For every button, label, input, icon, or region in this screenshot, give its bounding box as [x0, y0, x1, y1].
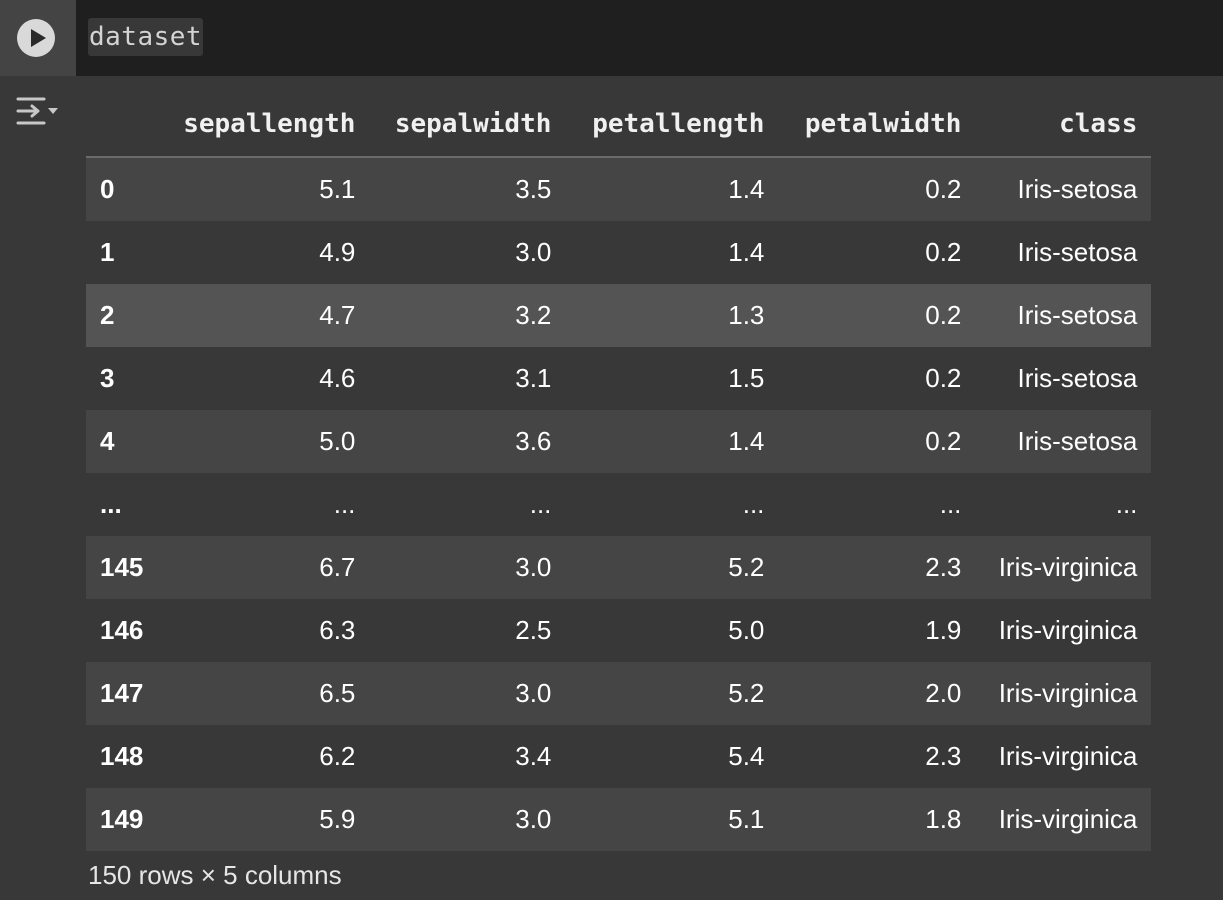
row-index: 147	[100, 678, 144, 708]
table-cell: Iris-setosa	[1017, 363, 1138, 393]
table-cell: ...	[333, 489, 356, 519]
table-cell: 2.5	[515, 615, 552, 645]
table-cell: 3.6	[515, 426, 552, 456]
cell-gutter	[0, 0, 76, 76]
table-cell: 2.3	[925, 552, 962, 582]
table-cell: ...	[529, 489, 552, 519]
table-cell: 3.1	[515, 363, 552, 393]
table-cell: 3.5	[515, 174, 552, 204]
table-cell: 3.0	[515, 237, 552, 267]
table-cell: 5.0	[319, 426, 356, 456]
table-cell: 4.9	[319, 237, 356, 267]
table-row: 146 6.3 2.5 5.0 1.9 Iris-virginica	[86, 599, 1151, 662]
table-cell: 1.4	[728, 237, 765, 267]
dataframe-shape-caption: 150 rows × 5 columns	[88, 860, 342, 890]
table-cell: Iris-virginica	[998, 741, 1138, 771]
table-cell: 0.2	[925, 426, 962, 456]
table-cell: Iris-setosa	[1017, 174, 1138, 204]
table-cell: 1.5	[728, 363, 765, 393]
table-cell: ...	[742, 489, 765, 519]
table-row: 2 4.7 3.2 1.3 0.2 Iris-setosa	[86, 284, 1152, 347]
row-index: 0	[100, 174, 115, 204]
table-cell: 1.8	[925, 804, 962, 834]
table-row: 148 6.2 3.4 5.4 2.3 Iris-virginica	[86, 725, 1151, 788]
table-cell: 0.2	[925, 300, 962, 330]
column-header: petalwidth	[778, 92, 976, 158]
table-cell: Iris-setosa	[1017, 237, 1138, 267]
dataframe-output: sepallength sepalwidth petallength petal…	[86, 92, 1152, 851]
row-index: 146	[100, 615, 144, 645]
table-cell: 1.4	[728, 174, 765, 204]
column-header: class	[975, 92, 1152, 158]
row-index: 149	[100, 804, 144, 834]
index-header	[86, 92, 158, 158]
table-cell: 6.2	[319, 741, 356, 771]
row-index: 148	[100, 741, 144, 771]
row-index: 3	[100, 363, 115, 393]
row-index: 2	[100, 300, 115, 330]
table-cell: 3.0	[515, 552, 552, 582]
table-header-row: sepallength sepalwidth petallength petal…	[86, 92, 1152, 158]
column-header: petallength	[565, 92, 779, 158]
table-cell: 6.3	[319, 615, 356, 645]
table-cell: 5.2	[728, 678, 765, 708]
table-cell: Iris-setosa	[1017, 426, 1138, 456]
output-toggle-button[interactable]	[14, 92, 62, 130]
table-cell: 4.6	[319, 363, 356, 393]
table-cell: 5.4	[728, 741, 765, 771]
table-cell: 0.2	[925, 363, 962, 393]
dataframe-table: sepallength sepalwidth petallength petal…	[86, 92, 1152, 851]
table-row: 147 6.5 3.0 5.2 2.0 Iris-virginica	[86, 662, 1152, 725]
row-index: 145	[100, 552, 144, 582]
output-toggle-icon	[16, 97, 58, 125]
table-cell: 1.3	[728, 300, 765, 330]
table-row: 4 5.0 3.6 1.4 0.2 Iris-setosa	[86, 410, 1152, 473]
table-cell: 3.2	[515, 300, 552, 330]
row-index: 1	[100, 237, 115, 267]
table-cell: Iris-setosa	[1017, 300, 1138, 330]
table-cell: 4.7	[319, 300, 356, 330]
table-cell: 0.2	[925, 174, 962, 204]
table-cell: 2.0	[925, 678, 962, 708]
table-row: 0 5.1 3.5 1.4 0.2 Iris-setosa	[86, 157, 1152, 221]
table-row: 149 5.9 3.0 5.1 1.8 Iris-virginica	[86, 788, 1152, 851]
column-header: sepallength	[157, 92, 370, 158]
table-row: 3 4.6 3.1 1.5 0.2 Iris-setosa	[86, 347, 1151, 410]
table-cell: Iris-virginica	[998, 804, 1138, 834]
table-cell: 6.7	[319, 552, 356, 582]
table-cell: 6.5	[319, 678, 356, 708]
table-cell: 3.0	[515, 804, 552, 834]
table-cell: Iris-virginica	[998, 615, 1138, 645]
run-cell-button[interactable]	[17, 19, 55, 57]
table-cell: 3.4	[515, 741, 552, 771]
table-row-ellipsis: ... ... ... ... ... ...	[86, 473, 1151, 536]
play-icon	[31, 29, 46, 47]
table-cell: Iris-virginica	[998, 678, 1138, 708]
table-cell: ...	[939, 489, 962, 519]
table-cell: 1.9	[925, 615, 962, 645]
table-cell: 5.0	[728, 615, 765, 645]
row-index: 4	[100, 426, 115, 456]
code-cell-input[interactable]: dataset	[0, 0, 1223, 76]
column-header: sepalwidth	[369, 92, 566, 158]
table-cell: 5.2	[728, 552, 765, 582]
table-cell: 5.1	[319, 174, 356, 204]
table-cell: 0.2	[925, 237, 962, 267]
row-index: ...	[100, 489, 122, 519]
table-cell: ...	[1115, 489, 1138, 519]
table-cell: 3.0	[515, 678, 552, 708]
table-row: 145 6.7 3.0 5.2 2.3 Iris-virginica	[86, 536, 1152, 599]
code-editor-text[interactable]: dataset	[88, 18, 204, 56]
table-cell: 1.4	[728, 426, 765, 456]
table-cell: Iris-virginica	[998, 552, 1138, 582]
table-cell: 5.1	[728, 804, 765, 834]
table-cell: 5.9	[319, 804, 356, 834]
table-cell: 2.3	[925, 741, 962, 771]
table-row: 1 4.9 3.0 1.4 0.2 Iris-setosa	[86, 221, 1151, 284]
